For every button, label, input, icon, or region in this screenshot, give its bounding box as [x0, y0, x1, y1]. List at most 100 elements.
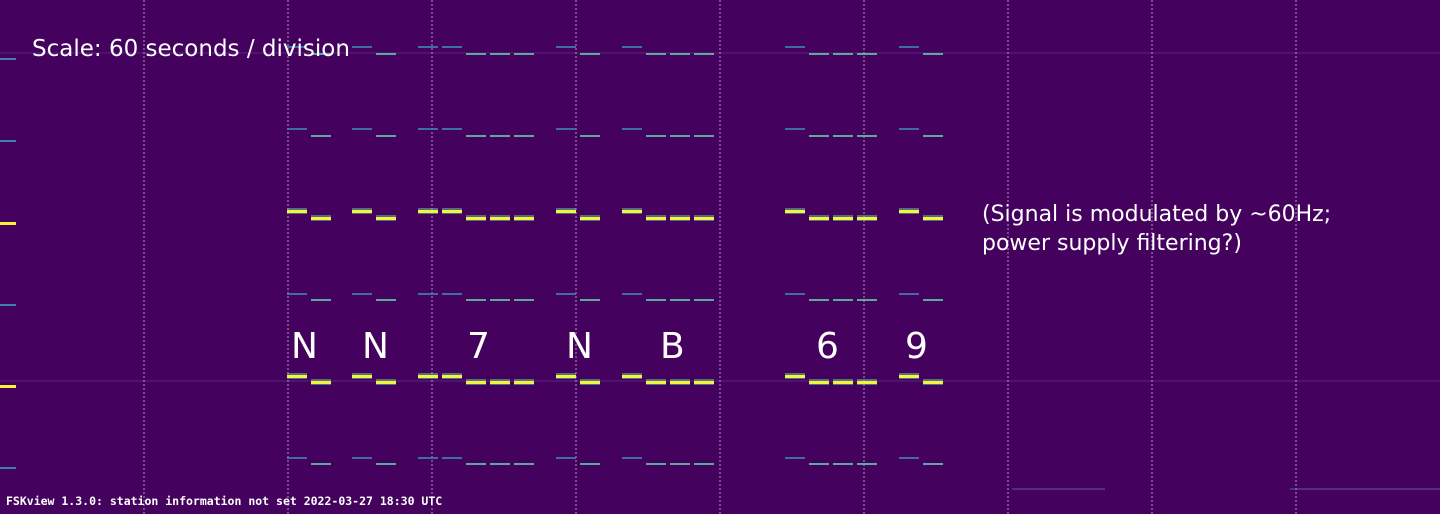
tone-dash — [857, 381, 877, 384]
tone-dash — [622, 375, 642, 378]
tone-dash — [514, 299, 534, 301]
decoded-letter-7: 9 — [905, 326, 928, 367]
tone-dash — [466, 53, 486, 55]
tone-dash — [376, 463, 396, 465]
tone-dash — [694, 381, 714, 384]
tone-dash — [442, 46, 462, 48]
tone-dash — [646, 299, 666, 301]
tone-dash — [556, 210, 576, 213]
tone-dash — [442, 375, 462, 378]
tone-dash — [670, 381, 690, 384]
tone-dash — [490, 217, 510, 220]
note-line-1: (Signal is modulated by ~60Hz; — [982, 202, 1332, 227]
tone-dash — [833, 463, 853, 465]
tone-dash — [311, 217, 331, 220]
tone-dash — [833, 381, 853, 384]
tone-dash — [785, 457, 805, 459]
tone-dash — [899, 210, 919, 213]
tone-dash — [490, 381, 510, 384]
status-bar: FSKview 1.3.0: station information not s… — [6, 494, 443, 508]
tone-dash — [622, 46, 642, 48]
tone-dash — [442, 210, 462, 213]
tone-dash — [490, 135, 510, 137]
decoded-letter-6: 6 — [816, 326, 839, 367]
decoded-letter-2: N — [362, 326, 389, 367]
tone-dash — [418, 375, 438, 378]
tone-dash — [0, 58, 16, 60]
tone-dash — [514, 381, 534, 384]
tone-dash — [785, 46, 805, 48]
tone-dash — [287, 128, 307, 130]
tone-dash — [287, 293, 307, 295]
tone-dash — [809, 217, 829, 220]
tone-dash — [311, 381, 331, 384]
tone-dash — [809, 53, 829, 55]
tone-dash — [857, 217, 877, 220]
tone-dash — [580, 135, 600, 137]
note-line-2: power supply filtering?) — [982, 231, 1242, 256]
tone-dash — [556, 375, 576, 378]
tone-dash — [514, 135, 534, 137]
tone-dash — [514, 217, 534, 220]
tone-dash — [809, 381, 829, 384]
tone-dash — [311, 463, 331, 465]
tone-dash — [442, 457, 462, 459]
tone-dash — [923, 381, 943, 384]
tone-dash — [899, 375, 919, 378]
tone-dash — [580, 463, 600, 465]
tone-dash — [466, 135, 486, 137]
tone-dash — [622, 128, 642, 130]
tone-dash — [923, 299, 943, 301]
tone-dash — [466, 299, 486, 301]
modulation-note: (Signal is modulated by ~60Hz; power sup… — [982, 200, 1422, 258]
tone-dash — [923, 53, 943, 55]
tone-dash — [352, 46, 372, 48]
decoded-letter-1: N — [291, 326, 318, 367]
tone-dash — [376, 135, 396, 137]
tone-dash — [694, 217, 714, 220]
tone-dash — [899, 293, 919, 295]
tone-dash — [857, 53, 877, 55]
tone-dash — [857, 463, 877, 465]
tone-dash — [556, 457, 576, 459]
tone-dash — [809, 135, 829, 137]
tone-dash — [622, 293, 642, 295]
tone-dash — [466, 381, 486, 384]
tone-dash — [490, 299, 510, 301]
tone-dash — [311, 135, 331, 137]
tone-dash — [376, 299, 396, 301]
tone-dash — [646, 53, 666, 55]
tone-dash — [694, 463, 714, 465]
tone-dash — [466, 463, 486, 465]
tone-dash — [0, 222, 16, 225]
tone-dash — [923, 135, 943, 137]
tone-dash — [376, 53, 396, 55]
tone-dash — [442, 128, 462, 130]
tone-dash — [646, 217, 666, 220]
tone-dash — [899, 46, 919, 48]
tone-dash — [490, 53, 510, 55]
tone-dash — [418, 457, 438, 459]
tone-dash — [809, 299, 829, 301]
tone-dash — [352, 128, 372, 130]
tone-dash — [287, 457, 307, 459]
tone-dash — [0, 385, 16, 388]
decoded-letter-4: N — [566, 326, 593, 367]
scale-annotation: Scale: 60 seconds / division — [32, 36, 350, 62]
tone-dash — [670, 53, 690, 55]
tone-dash — [785, 210, 805, 213]
tone-dash — [694, 135, 714, 137]
tone-dash — [785, 293, 805, 295]
tone-dash — [670, 463, 690, 465]
tone-dash — [514, 463, 534, 465]
tone-dash — [352, 210, 372, 213]
tone-dash — [556, 293, 576, 295]
tone-dash — [0, 304, 16, 306]
tone-dash — [622, 210, 642, 213]
tone-dash — [857, 135, 877, 137]
tone-dash — [833, 53, 853, 55]
tone-dash — [622, 457, 642, 459]
tone-dash — [857, 299, 877, 301]
tone-dash — [646, 135, 666, 137]
tone-dash — [0, 140, 16, 142]
